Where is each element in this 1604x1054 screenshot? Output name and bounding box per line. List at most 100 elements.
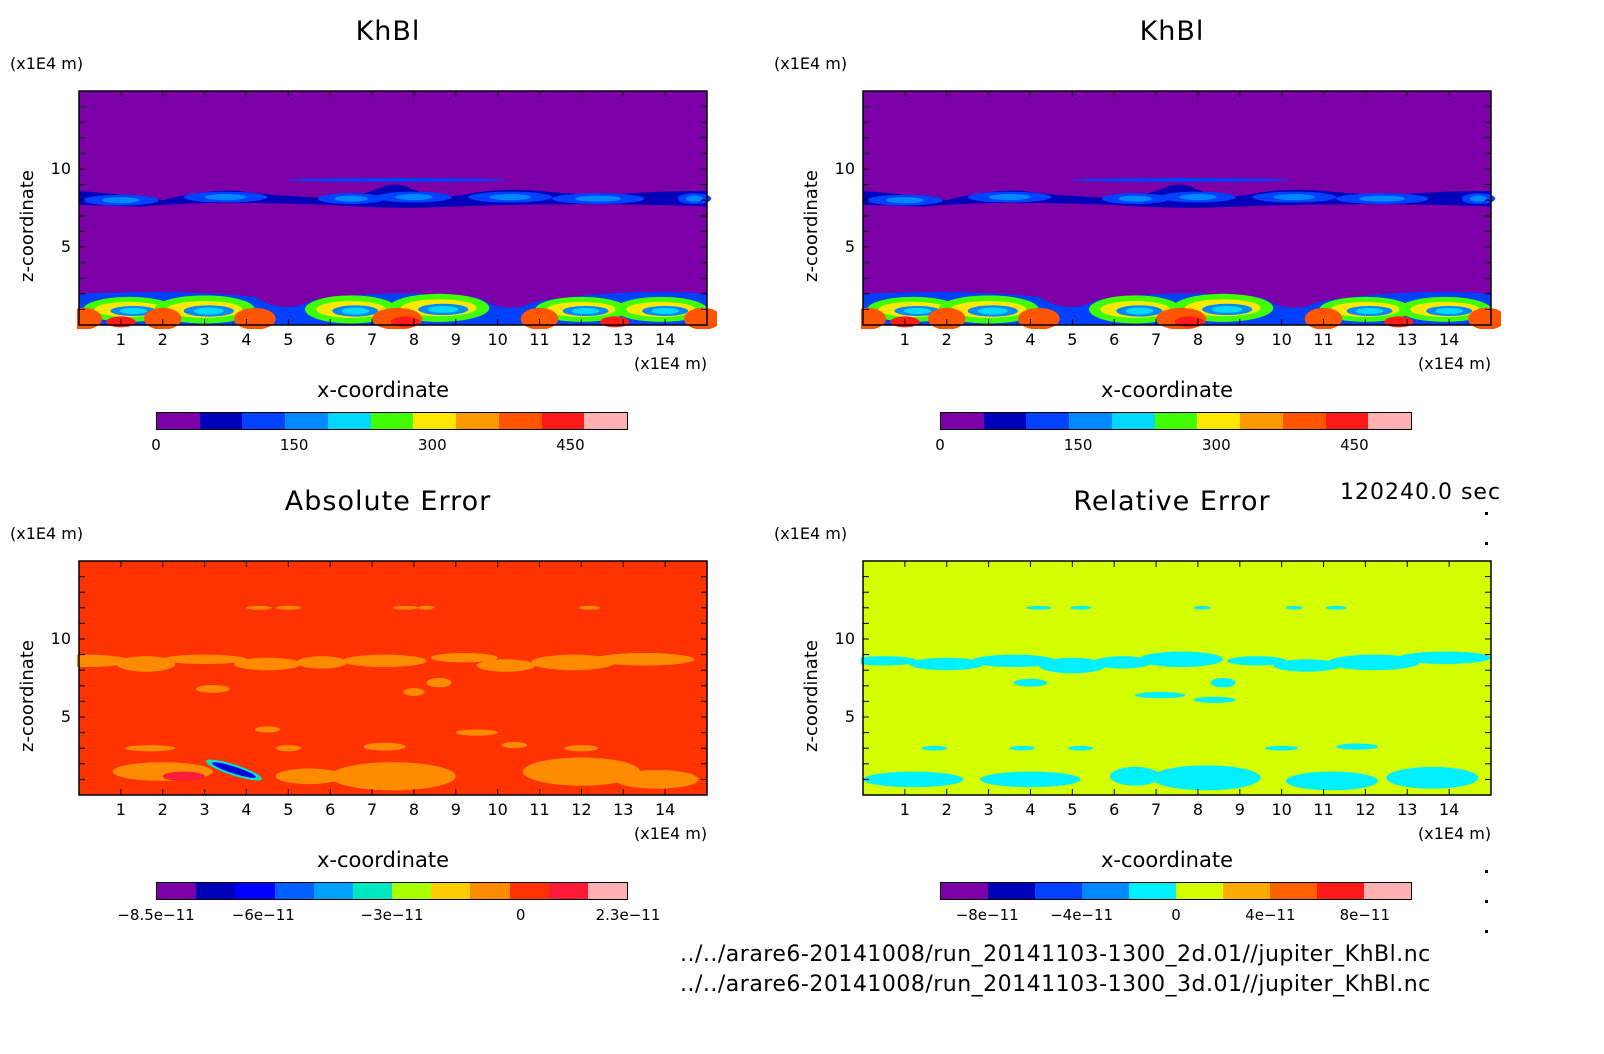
x-tick-label: 14 [654, 800, 676, 819]
upper-layer-field [863, 178, 1496, 208]
upper-streak [288, 178, 507, 182]
colorbar-segment [1223, 883, 1270, 899]
x-tick-label: 5 [283, 800, 294, 819]
colorbar-tick-label: 150 [1063, 436, 1093, 454]
error-patch [863, 771, 964, 788]
error-patch [1210, 678, 1236, 688]
panel-khbl-right: KhBl (x1E4 m) z-coordinate (x1E4 m) x-co… [774, 0, 1564, 480]
colorbar-tick-label: 8e−11 [1339, 906, 1391, 924]
boundary-layer-field [77, 291, 717, 329]
error-patch [971, 654, 1056, 668]
x-tick-label: 6 [1109, 800, 1120, 819]
upper-blob [395, 193, 433, 201]
colorbar-segment [431, 883, 471, 899]
error-patch [522, 757, 641, 786]
y-tick-label: 10 [50, 159, 71, 178]
bl-blob [1304, 307, 1343, 329]
y-tick-label: 5 [844, 237, 855, 256]
x-tick-label: 4 [1025, 330, 1036, 349]
error-patch [393, 605, 419, 610]
error-patch [275, 768, 343, 785]
error-patch [579, 605, 601, 610]
error-patch [1038, 657, 1106, 674]
colorbar-tick-label: 0 [515, 906, 526, 924]
error-patches [861, 605, 1491, 791]
marker-dot [1485, 930, 1488, 933]
x-tick-label: 14 [1438, 330, 1460, 349]
x-tick-label: 5 [283, 330, 294, 349]
colorbar-segment [235, 883, 275, 899]
tick-marks [78, 560, 708, 796]
upper-blob [489, 193, 532, 201]
error-patch [233, 657, 301, 671]
y-unit-label: (x1E4 m) [10, 524, 84, 543]
bl-blob [341, 307, 370, 315]
upper-blob [334, 195, 368, 202]
upper-blob [1359, 195, 1406, 202]
file-path-1: ../../arare6-20141008/run_20141103-1300_… [680, 942, 1431, 967]
error-patch [1398, 651, 1491, 664]
bl-blob [1435, 307, 1463, 315]
x-tick-label: 13 [1397, 800, 1418, 819]
error-patch [1026, 605, 1052, 610]
x-tick-label: 5 [1067, 330, 1078, 349]
error-patch [861, 656, 918, 666]
x-tick-label: 4 [1025, 800, 1036, 819]
x-unit-label: (x1E4 m) [634, 354, 708, 373]
x-axis-label: x-coordinate [317, 378, 450, 402]
upper-streak [1072, 178, 1291, 182]
x-tick-label: 1 [899, 330, 910, 349]
upper-blob [988, 193, 1031, 201]
error-patch [1009, 745, 1035, 751]
bl-blob [571, 307, 600, 315]
error-patch [455, 729, 498, 736]
error-patch [162, 654, 247, 664]
error-patch [921, 745, 947, 751]
colorbar-segment [392, 883, 432, 899]
x-tick-label: 9 [450, 330, 461, 349]
bl-blob [903, 307, 932, 315]
colorbar-segment [584, 413, 628, 429]
y-axis-label: z-coordinate [17, 170, 38, 282]
x-tick-label: 8 [1192, 800, 1204, 819]
upper-blob [1470, 195, 1487, 202]
x-tick-label: 2 [157, 800, 168, 819]
field-background [863, 91, 1491, 325]
panel-relative-error: Relative Error (x1E4 m) z-coordinate (x1… [774, 470, 1564, 950]
colorbar-segment [1270, 883, 1317, 899]
y-tick-label: 10 [50, 629, 71, 648]
field-background [79, 91, 707, 325]
time-label: 120240.0 sec [1340, 480, 1502, 505]
error-patch [196, 685, 230, 693]
colorbar-segment [199, 413, 243, 429]
upper-blob [886, 197, 924, 204]
x-tick-label: 10 [1271, 800, 1292, 819]
colorbar-segment [274, 883, 314, 899]
error-patch [275, 605, 301, 610]
colorbar-tick-label: −4e−11 [1050, 906, 1114, 924]
field-background [863, 561, 1491, 795]
chart-title: KhBl [355, 16, 421, 47]
x-tick-label: 14 [654, 330, 676, 349]
upper-blob [1179, 193, 1217, 201]
y-tick-label: 5 [844, 707, 855, 726]
colorbar-tick-label: 0 [935, 436, 945, 454]
x-tick-label: 14 [1438, 800, 1460, 819]
x-tick-label: 12 [1355, 800, 1376, 819]
marker-dot [1485, 542, 1488, 545]
y-tick-label: 5 [60, 237, 71, 256]
x-tick-label: 13 [1397, 330, 1418, 349]
colorbar-segment [1325, 413, 1369, 429]
error-patch [1386, 766, 1479, 789]
x-tick-label: 4 [241, 330, 252, 349]
colorbar-segment [1111, 413, 1155, 429]
x-tick-label: 7 [1150, 800, 1162, 819]
error-patch [1273, 659, 1341, 672]
x-tick-label: 9 [1234, 800, 1245, 819]
colorbar-segment [1282, 413, 1326, 429]
x-tick-label: 1 [899, 800, 910, 819]
colorbar-tick-label: 450 [556, 436, 585, 454]
y-tick-label: 10 [834, 629, 855, 648]
error-patch [593, 653, 695, 666]
colorbar-segment [157, 413, 200, 429]
